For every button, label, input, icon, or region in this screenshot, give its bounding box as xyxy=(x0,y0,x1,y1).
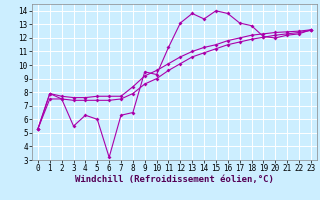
X-axis label: Windchill (Refroidissement éolien,°C): Windchill (Refroidissement éolien,°C) xyxy=(75,175,274,184)
